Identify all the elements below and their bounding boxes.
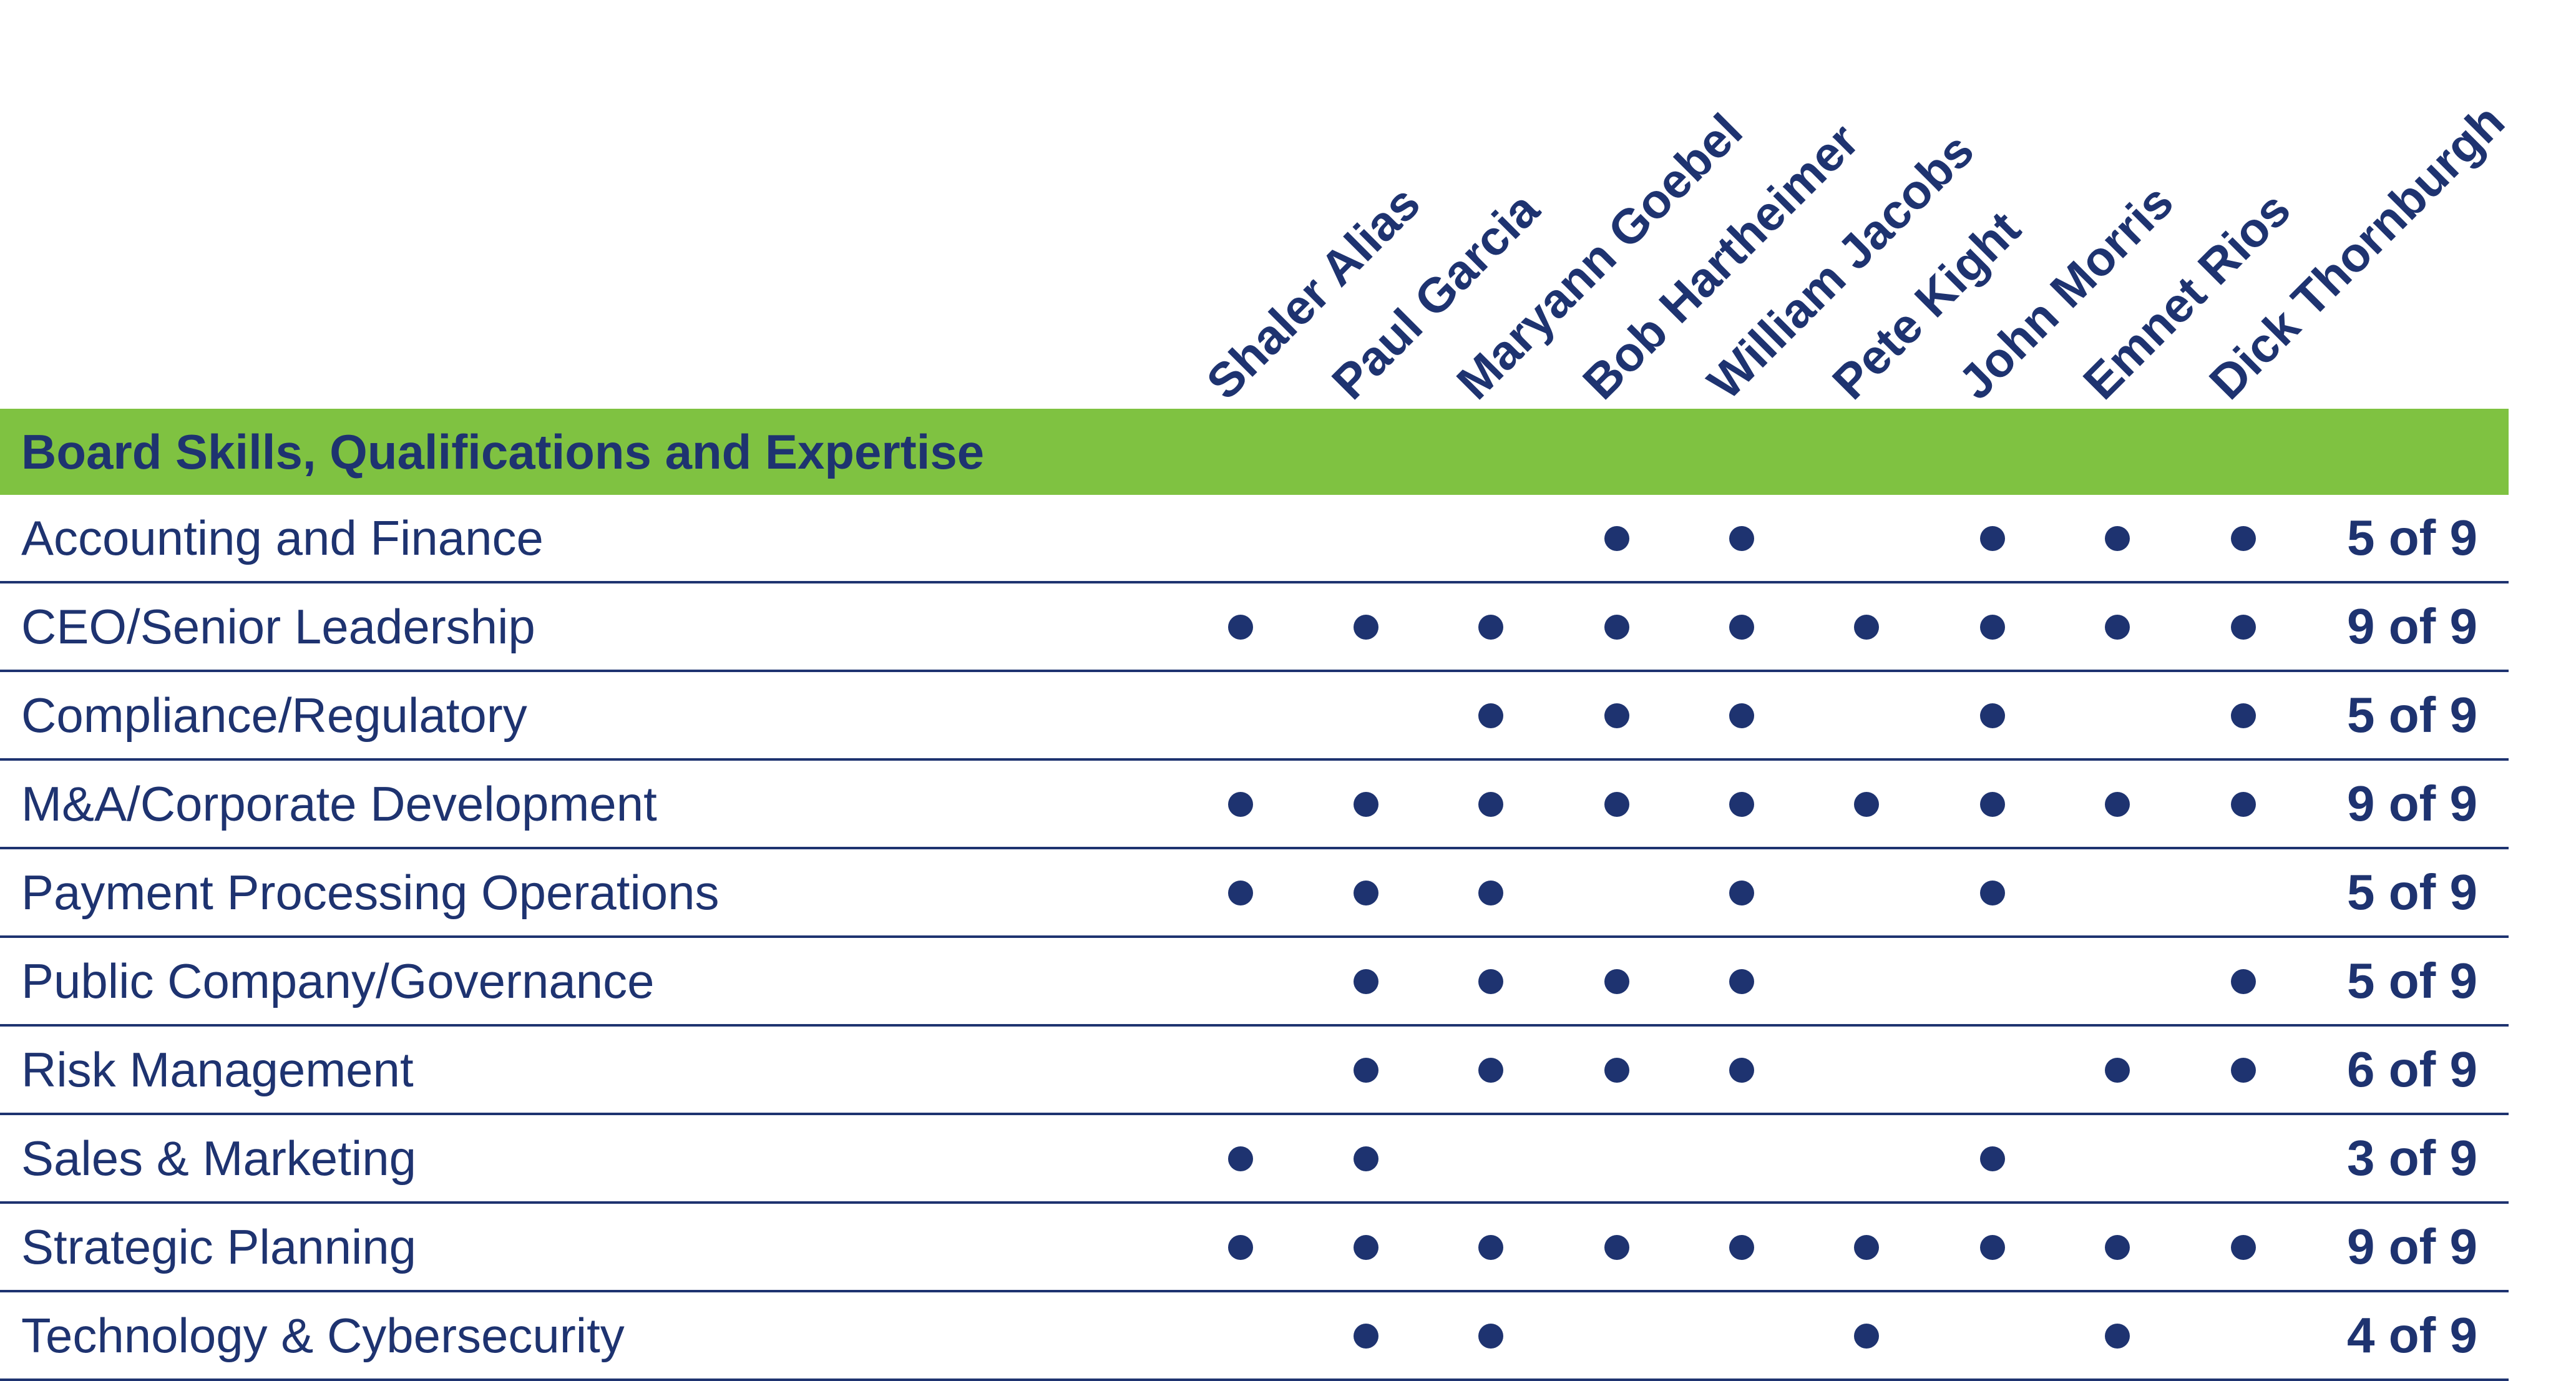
skill-row: Public Company/Governance 5 of 9 [0,938,2509,1027]
skill-dot-9 [2231,1058,2256,1083]
skill-dot-9 [2231,526,2256,551]
skill-dot-4 [1604,526,1629,551]
skill-dot-1 [1228,615,1253,640]
skill-dot-3 [1478,703,1503,728]
skill-dot-8 [2105,526,2130,551]
skill-dot-3 [1478,1324,1503,1349]
section-header: Board Skills, Qualifications and Experti… [0,409,2509,495]
skill-label: Strategic Planning [21,1219,417,1274]
skill-dot-6 [1854,1235,1879,1260]
skill-count: 9 of 9 [2347,776,2477,831]
skill-label: Sales & Marketing [21,1131,416,1186]
skill-row: Payment Processing Operations 5 of 9 [0,849,2509,938]
skill-row: M&A/Corporate Development 9 of 9 [0,761,2509,849]
skill-count: 5 of 9 [2347,687,2477,743]
skill-dot-4 [1604,1058,1629,1083]
skill-dot-4 [1604,792,1629,817]
skill-row: Sales & Marketing 3 of 9 [0,1115,2509,1204]
skill-dot-1 [1228,1235,1253,1260]
skill-dot-3 [1478,969,1503,994]
skill-dot-5 [1729,615,1754,640]
skill-row: Risk Management 6 of 9 [0,1027,2509,1115]
skill-dot-7 [1980,792,2005,817]
skill-dot-5 [1729,881,1754,905]
skill-dot-6 [1854,615,1879,640]
skill-dot-1 [1228,792,1253,817]
skill-dot-5 [1729,1235,1754,1260]
skill-label: M&A/Corporate Development [21,776,657,831]
skill-dot-2 [1354,1058,1378,1083]
skill-dot-8 [2105,792,2130,817]
skill-dot-1 [1228,1146,1253,1171]
skill-row: CEO/Senior Leadership 9 of 9 [0,583,2509,672]
skill-dot-6 [1854,792,1879,817]
skill-dot-7 [1980,615,2005,640]
skill-row: Strategic Planning 9 of 9 [0,1204,2509,1292]
skill-dot-9 [2231,969,2256,994]
skill-label: Accounting and Finance [21,510,544,565]
skills-matrix: Accounting and Finance 5 of 9 CEO/Senior L… [0,495,2509,1381]
skill-dot-3 [1478,615,1503,640]
skill-count: 5 of 9 [2347,953,2477,1008]
skill-label: Risk Management [21,1042,414,1097]
skill-dot-4 [1604,1235,1629,1260]
skill-dot-2 [1354,881,1378,905]
skill-count: 6 of 9 [2347,1042,2477,1097]
skill-dot-4 [1604,969,1629,994]
skill-dot-9 [2231,792,2256,817]
skill-label: Public Company/Governance [21,954,655,1008]
skill-dot-5 [1729,969,1754,994]
skill-dot-4 [1604,615,1629,640]
skill-dot-5 [1729,1058,1754,1083]
skill-dot-7 [1980,881,2005,905]
skill-dot-8 [2105,1324,2130,1349]
skill-dot-5 [1729,703,1754,728]
director-names-header: Shaler Alias Paul Garcia Maryann Goebel … [0,0,2576,410]
skill-row: Technology & Cybersecurity 4 of 9 [0,1292,2509,1381]
skill-row: Accounting and Finance 5 of 9 [0,495,2509,583]
skill-label: Payment Processing Operations [21,865,720,920]
skill-dot-9 [2231,1235,2256,1260]
skill-dot-3 [1478,1058,1503,1083]
skill-dot-7 [1980,1146,2005,1171]
skill-dot-2 [1354,792,1378,817]
skill-count: 4 of 9 [2347,1307,2477,1363]
skill-label: CEO/Senior Leadership [21,599,535,654]
skill-row: Compliance/Regulatory 5 of 9 [0,672,2509,761]
skill-dot-9 [2231,615,2256,640]
skill-dot-6 [1854,1324,1879,1349]
skill-dot-1 [1228,881,1253,905]
skill-dot-7 [1980,1235,2005,1260]
skill-count: 9 of 9 [2347,598,2477,654]
skill-dot-8 [2105,1235,2130,1260]
skill-label: Technology & Cybersecurity [21,1308,625,1363]
skill-dot-9 [2231,703,2256,728]
skill-dot-3 [1478,792,1503,817]
skill-dot-2 [1354,969,1378,994]
skill-dot-5 [1729,526,1754,551]
skill-dot-3 [1478,1235,1503,1260]
skill-dot-8 [2105,615,2130,640]
skill-count: 5 of 9 [2347,864,2477,920]
skill-label: Compliance/Regulatory [21,688,527,743]
skill-count: 9 of 9 [2347,1219,2477,1274]
skill-dot-2 [1354,1324,1378,1349]
skill-dot-2 [1354,1146,1378,1171]
skill-dot-7 [1980,526,2005,551]
skill-dot-4 [1604,703,1629,728]
section-title: Board Skills, Qualifications and Experti… [21,424,985,479]
skill-dot-5 [1729,792,1754,817]
skill-dot-7 [1980,703,2005,728]
skill-count: 3 of 9 [2347,1130,2477,1186]
skill-dot-2 [1354,615,1378,640]
skill-dot-2 [1354,1235,1378,1260]
skill-dot-8 [2105,1058,2130,1083]
skill-count: 5 of 9 [2347,510,2477,565]
skill-dot-3 [1478,881,1503,905]
